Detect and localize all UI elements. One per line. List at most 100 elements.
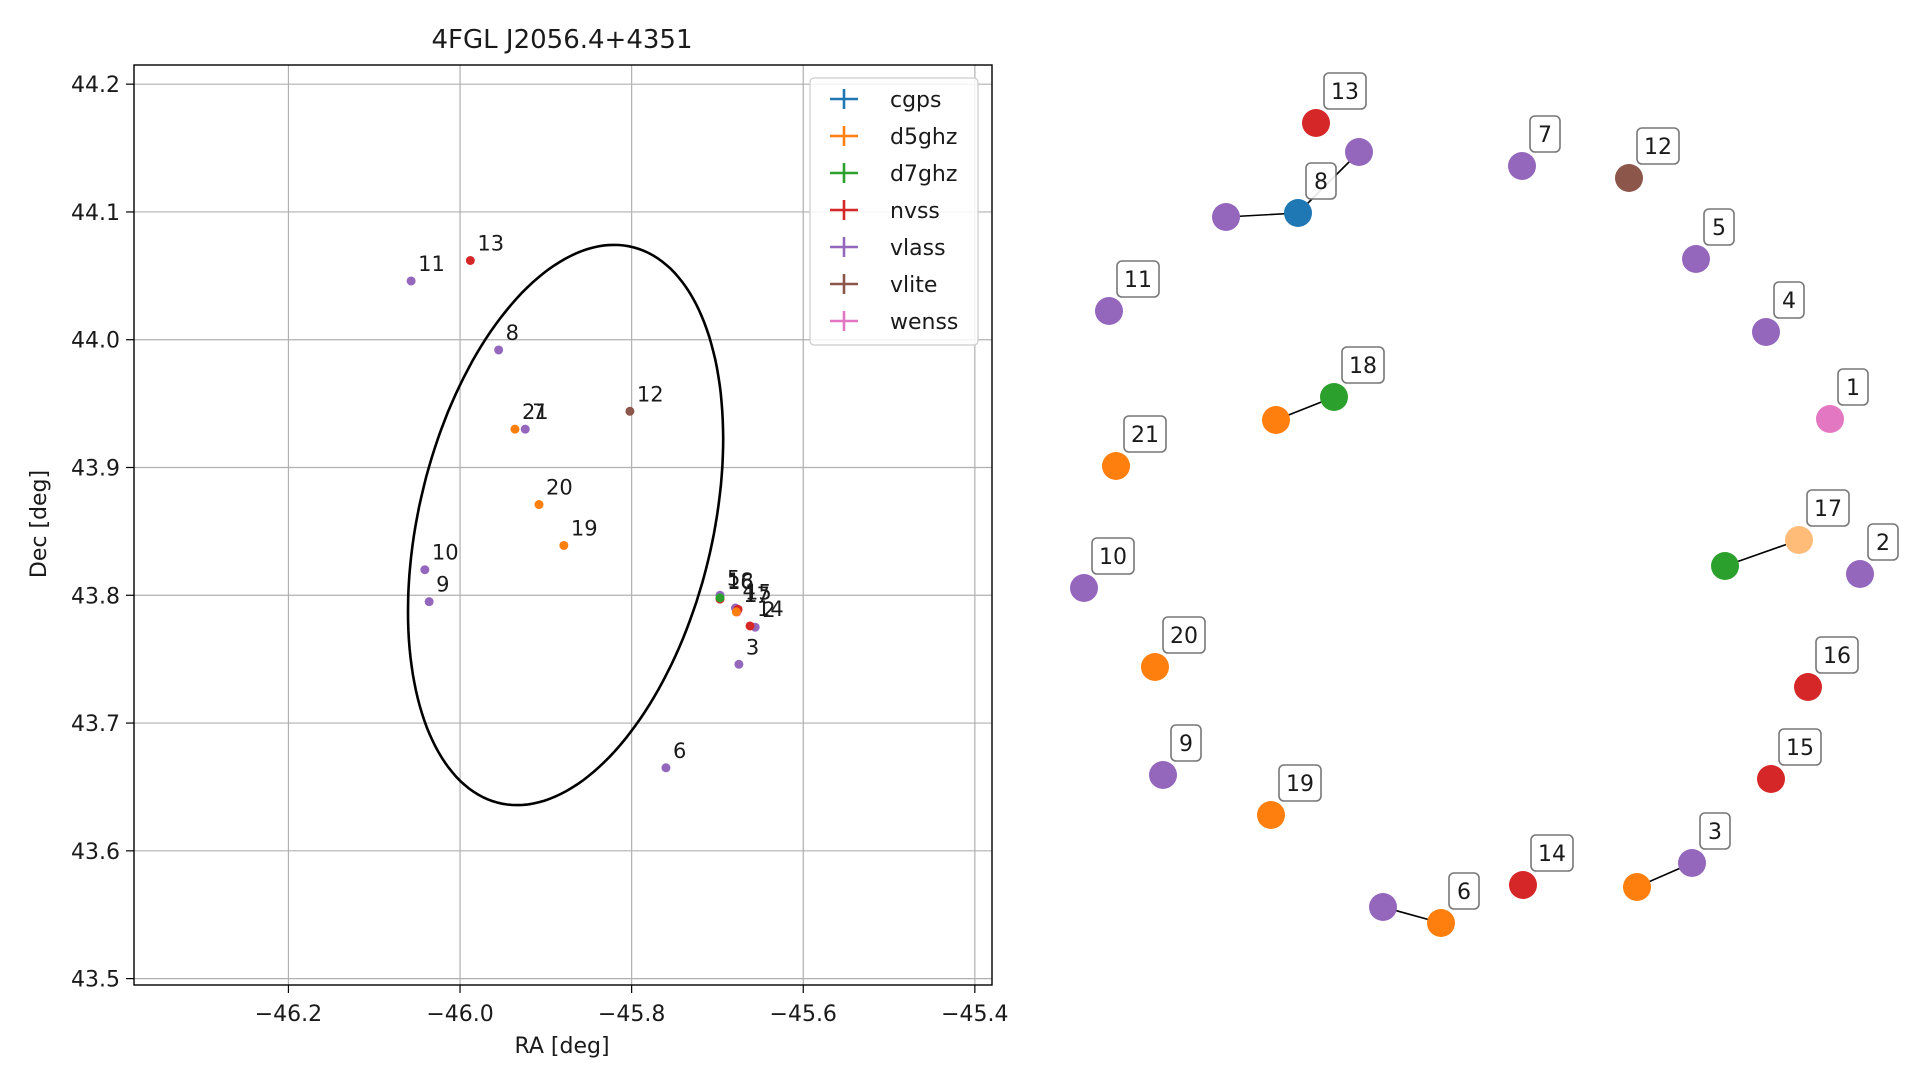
graph-label-text: 9 <box>1179 732 1193 757</box>
graph-label-text: 5 <box>1712 216 1726 241</box>
point-label: 11 <box>418 252 445 276</box>
graph-node <box>1369 893 1397 921</box>
x-tick-label: −45.4 <box>941 1002 1008 1027</box>
point-label: 7 <box>532 400 545 424</box>
legend: cgps d5ghz d7ghz nvss vlass vlite wenss <box>809 77 979 346</box>
point-label: 20 <box>546 476 573 500</box>
graph-label: 4 <box>1773 281 1805 319</box>
graph-label-box <box>1867 523 1899 561</box>
data-point <box>465 256 475 265</box>
graph-label: 6 <box>1448 872 1480 910</box>
graph-label: 20 <box>1162 616 1206 654</box>
graph-node <box>1149 761 1177 789</box>
graph-label-text: 2 <box>1876 531 1890 556</box>
point-label: 21 <box>522 400 549 424</box>
graph-label-box <box>1123 415 1167 453</box>
graph-label: 2 <box>1867 523 1899 561</box>
graph-label-box <box>1162 616 1206 654</box>
y-axis-ticks: 43.5 43.6 43.7 43.8 43.9 44.0 44.1 44.2 <box>71 73 134 993</box>
point-label: 15 <box>745 580 772 604</box>
y-tick-label: 43.6 <box>71 840 120 865</box>
data-point <box>520 424 530 434</box>
legend-entry: wenss <box>830 310 958 335</box>
graph-label-box <box>1448 872 1480 910</box>
data-point <box>420 565 430 575</box>
graph-label-text: 20 <box>1170 624 1198 649</box>
legend-label: vlite <box>890 273 937 298</box>
graph-label-text: 4 <box>1782 289 1796 314</box>
x-tick-label: −46.2 <box>255 1002 322 1027</box>
graph-node <box>1345 138 1373 166</box>
legend-label: wenss <box>890 310 958 335</box>
x-tick-label: −45.6 <box>770 1002 837 1027</box>
graph-node <box>1257 801 1285 829</box>
graph-node <box>1508 152 1536 180</box>
graph-node <box>1752 318 1780 346</box>
graph-node <box>1302 109 1330 137</box>
graph-label: 17 <box>1806 489 1850 527</box>
graph-label-box <box>1529 115 1561 153</box>
plot-frame <box>133 64 993 986</box>
graph-label-box <box>1091 537 1135 575</box>
data-point <box>731 607 741 617</box>
x-tick-label: −46.0 <box>426 1002 493 1027</box>
graph-node <box>1509 871 1537 899</box>
legend-label: d5ghz <box>890 125 957 150</box>
point-label: 19 <box>571 516 598 540</box>
point-label: 16 <box>727 570 754 594</box>
point-label: 9 <box>436 573 449 597</box>
graph-label-text: 11 <box>1124 268 1152 293</box>
point-label: 8 <box>506 321 519 345</box>
y-tick-label: 44.1 <box>71 201 120 226</box>
y-axis-label: Dec [deg] <box>27 470 52 578</box>
y-tick-label: 43.9 <box>71 457 120 482</box>
graph-label-box <box>1806 489 1850 527</box>
graph-label-text: 13 <box>1331 80 1359 105</box>
data-point <box>715 593 725 603</box>
legend-label: nvss <box>890 199 940 224</box>
legend-entry: cgps <box>830 88 942 113</box>
graph-label: 11 <box>1116 260 1160 298</box>
point-label: 4 <box>742 579 755 603</box>
graph-label-box <box>1323 72 1367 110</box>
data-point <box>406 276 416 286</box>
data-point <box>424 597 434 607</box>
graph-node <box>1102 452 1130 480</box>
point-label: 3 <box>746 635 759 659</box>
graph-label: 3 <box>1699 812 1731 850</box>
graph-label-box <box>1530 834 1574 872</box>
graph-node <box>1141 653 1169 681</box>
y-tick-label: 44.2 <box>71 73 120 98</box>
graph-label: 9 <box>1170 724 1202 762</box>
y-tick-label: 43.7 <box>71 712 120 737</box>
graph-node <box>1678 849 1706 877</box>
point-label: 6 <box>673 739 686 763</box>
graph-label: 7 <box>1529 115 1561 153</box>
graph-label-text: 12 <box>1644 135 1672 160</box>
x-tick-label: −45.8 <box>598 1002 665 1027</box>
graph-label-text: 8 <box>1314 170 1328 195</box>
point-label: 13 <box>477 232 504 256</box>
graph-node <box>1816 405 1844 433</box>
graph-label-text: 7 <box>1538 123 1552 148</box>
graph-label: 12 <box>1636 127 1680 165</box>
data-point <box>559 540 569 550</box>
legend-label: d7ghz <box>890 162 957 187</box>
point-label: 18 <box>727 569 754 593</box>
graph-label-box <box>1636 127 1680 165</box>
graph-label-box <box>1170 724 1202 762</box>
graph-label: 14 <box>1530 834 1574 872</box>
graph-label: 18 <box>1341 346 1385 384</box>
point-label: 12 <box>637 382 664 406</box>
y-tick-label: 44.0 <box>71 329 120 354</box>
graph-label-text: 15 <box>1786 736 1814 761</box>
graph-label-box <box>1837 368 1869 406</box>
graph-node <box>1757 765 1785 793</box>
graph-label-text: 14 <box>1538 842 1566 867</box>
data-point <box>661 763 671 773</box>
graph-nodes <box>1070 109 1874 937</box>
graph-label: 21 <box>1123 415 1167 453</box>
graph-label: 15 <box>1778 728 1822 766</box>
